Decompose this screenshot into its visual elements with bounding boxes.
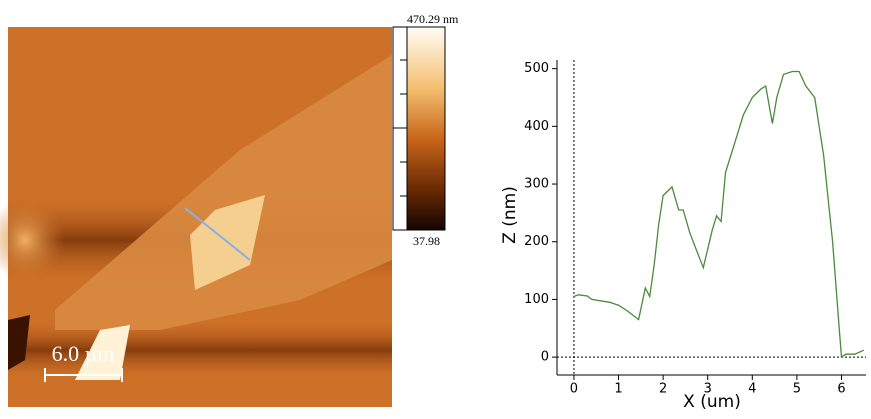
profile-chart: X (um) Z (nm) 0 100 200 300 400 500 0 1 2 3 4 5 6 xyxy=(500,60,866,412)
y-tick-label: 300 xyxy=(524,177,549,192)
colorbar: 470.29 nm 37.98 xyxy=(393,12,459,248)
afm-image: 6.0 µm xyxy=(0,27,392,407)
colorbar-max: 470.29 nm xyxy=(407,12,459,26)
x-tick-label: 1 xyxy=(614,382,622,397)
y-tick-label: 500 xyxy=(524,61,549,76)
y-axis-label: Z (nm) xyxy=(500,186,520,244)
x-tick-label: 3 xyxy=(704,382,712,397)
figure: 6.0 µm 470.29 nm 37.98 X (um) Z (nm) 010… xyxy=(0,0,871,415)
x-tick-label: 2 xyxy=(659,382,667,397)
profile-line xyxy=(574,72,864,358)
colorbar-min: 37.98 xyxy=(413,234,440,248)
scale-bar-label: 6.0 µm xyxy=(52,341,115,366)
x-axis-label: X (um) xyxy=(683,392,741,412)
y-tick-label: 100 xyxy=(524,292,549,307)
y-tick-label: 200 xyxy=(524,234,549,249)
y-tick-label: 0 xyxy=(541,350,549,365)
x-tick-label: 4 xyxy=(748,382,756,397)
x-tick-label: 6 xyxy=(837,382,845,397)
x-tick-label: 0 xyxy=(570,382,578,397)
y-tick-label: 400 xyxy=(524,119,549,134)
x-tick-label: 5 xyxy=(793,382,801,397)
